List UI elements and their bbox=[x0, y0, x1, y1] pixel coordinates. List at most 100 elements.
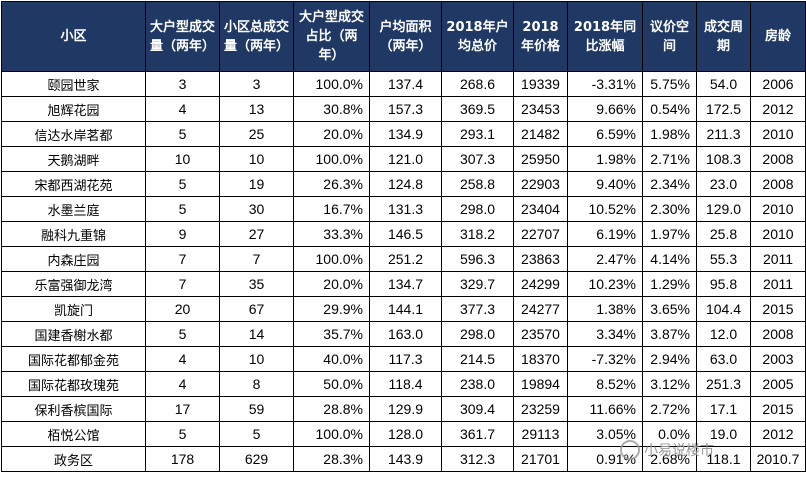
table-cell: 117.3 bbox=[369, 346, 442, 372]
table-cell: 238.0 bbox=[441, 371, 514, 397]
table-cell: 33.3% bbox=[293, 221, 370, 247]
table-cell: 23.0 bbox=[696, 171, 751, 197]
table-cell: 137.4 bbox=[369, 71, 442, 97]
table-cell: 9 bbox=[145, 221, 220, 247]
table-cell: 2.71% bbox=[642, 146, 697, 172]
table-row: 乐富强御龙湾 7 35 20.0% 134.7 329.7 24299 10.23% 1.29%… bbox=[1, 271, 806, 297]
header-large-unit-volume: 大户型成交量（两年） bbox=[145, 1, 220, 72]
table-cell: 2.94% bbox=[642, 346, 697, 372]
table-cell: 211.3 bbox=[696, 121, 751, 147]
table-cell: 5 bbox=[145, 321, 220, 347]
table-cell: 2.47% bbox=[567, 246, 643, 272]
table-cell: 16.7% bbox=[293, 196, 370, 222]
header-price: 2018年价格 bbox=[513, 1, 568, 72]
table-cell: 298.0 bbox=[441, 196, 514, 222]
table-cell: 0.0% bbox=[642, 421, 697, 447]
table-row: 国际花都郁金苑 4 10 40.0% 117.3 214.5 18370 -7.32% 2.94… bbox=[1, 346, 806, 372]
table-cell: 7 bbox=[219, 246, 294, 272]
table-cell: -3.31% bbox=[567, 71, 643, 97]
table-row: 政务区 178 629 28.3% 143.9 312.3 21701 0.91% 2.68% 1… bbox=[1, 446, 806, 472]
table-row: 信达水岸茗都 5 25 20.0% 134.9 293.1 21482 6.59% 1.98% 2… bbox=[1, 121, 806, 147]
table-cell: 11.66% bbox=[567, 396, 643, 422]
table-cell: 2012 bbox=[750, 421, 806, 447]
cell-community-name: 国建香榭水都 bbox=[1, 321, 146, 347]
table-row: 颐园世家 3 3 100.0% 137.4 268.6 19339 -3.31% 5.75% 54… bbox=[1, 71, 806, 97]
table-cell: 22903 bbox=[513, 171, 568, 197]
table-cell: 20.0% bbox=[293, 121, 370, 147]
table-row: 国际花都玫瑰苑 4 8 50.0% 118.4 238.0 19894 8.52% 3.12% 2… bbox=[1, 371, 806, 397]
header-total-volume: 小区总成交量（两年） bbox=[219, 1, 294, 72]
table-cell: 30.8% bbox=[293, 96, 370, 122]
table-cell: 0.91% bbox=[567, 446, 643, 472]
table-cell: 22707 bbox=[513, 221, 568, 247]
table-cell: 596.3 bbox=[441, 246, 514, 272]
table-cell: 20 bbox=[145, 296, 220, 322]
table-cell: 3.34% bbox=[567, 321, 643, 347]
table-cell: 6.59% bbox=[567, 121, 643, 147]
header-large-unit-share: 大户型成交占比（两年） bbox=[293, 1, 370, 72]
cell-community-name: 国际花都玫瑰苑 bbox=[1, 371, 146, 397]
table-row: 国建香榭水都 5 14 35.7% 163.0 298.0 23570 3.34% 3.87% 1… bbox=[1, 321, 806, 347]
community-data-table: 小区 大户型成交量（两年） 小区总成交量（两年） 大户型成交占比（两年） 户均面… bbox=[1, 1, 806, 472]
table-cell: 1.98% bbox=[642, 121, 697, 147]
table-cell: 2011 bbox=[750, 271, 806, 297]
table-cell: 35 bbox=[219, 271, 294, 297]
table-cell: 121.0 bbox=[369, 146, 442, 172]
table-row: 栢悦公馆 5 5 100.0% 128.0 361.7 29113 3.05% 0.0% 19.0… bbox=[1, 421, 806, 447]
table-cell: 4 bbox=[145, 346, 220, 372]
cell-community-name: 保利香槟国际 bbox=[1, 396, 146, 422]
table-cell: 14 bbox=[219, 321, 294, 347]
table-body: 颐园世家 3 3 100.0% 137.4 268.6 19339 -3.31% 5.75% 54… bbox=[1, 71, 806, 472]
table-cell: 3 bbox=[219, 71, 294, 97]
header-yoy-growth: 2018年同比涨幅 bbox=[567, 1, 643, 72]
table-cell: 19894 bbox=[513, 371, 568, 397]
table-cell: 10 bbox=[145, 146, 220, 172]
cell-community-name: 旭辉花园 bbox=[1, 96, 146, 122]
table-cell: 25950 bbox=[513, 146, 568, 172]
table-cell: 17 bbox=[145, 396, 220, 422]
table-cell: 100.0% bbox=[293, 421, 370, 447]
table-cell: 1.38% bbox=[567, 296, 643, 322]
table-cell: 268.6 bbox=[441, 71, 514, 97]
table-cell: 307.3 bbox=[441, 146, 514, 172]
table-cell: 4 bbox=[145, 96, 220, 122]
table-cell: 40.0% bbox=[293, 346, 370, 372]
table-cell: 4.14% bbox=[642, 246, 697, 272]
cell-community-name: 内森庄园 bbox=[1, 246, 146, 272]
table-row: 宋都西湖花苑 5 19 26.3% 124.8 258.8 22903 9.40% 2.34% 2… bbox=[1, 171, 806, 197]
table-cell: 1.97% bbox=[642, 221, 697, 247]
cell-community-name: 水墨兰庭 bbox=[1, 196, 146, 222]
table-row: 保利香槟国际 17 59 28.8% 129.9 309.4 23259 11.66% 2.72… bbox=[1, 396, 806, 422]
cell-community-name: 宋都西湖花苑 bbox=[1, 171, 146, 197]
table-cell: 8 bbox=[219, 371, 294, 397]
cell-community-name: 栢悦公馆 bbox=[1, 421, 146, 447]
table-row: 天鹅湖畔 10 10 100.0% 121.0 307.3 25950 1.98% 2.71% 1… bbox=[1, 146, 806, 172]
table-cell: 20.0% bbox=[293, 271, 370, 297]
table-row: 水墨兰庭 5 30 16.7% 131.3 298.0 23404 10.52% 2.30% 12… bbox=[1, 196, 806, 222]
table-cell: 26.3% bbox=[293, 171, 370, 197]
table-cell: 10.52% bbox=[567, 196, 643, 222]
table-row: 凯旋门 20 67 29.9% 144.1 377.3 24277 1.38% 3.65% 104… bbox=[1, 296, 806, 322]
table-cell: 2006 bbox=[750, 71, 806, 97]
table-cell: 2011 bbox=[750, 246, 806, 272]
table-cell: 54.0 bbox=[696, 71, 751, 97]
table-cell: 21482 bbox=[513, 121, 568, 147]
table-row: 旭辉花园 4 13 30.8% 157.3 369.5 23453 9.66% 0.54% 172… bbox=[1, 96, 806, 122]
table-row: 融科九重锦 9 27 33.3% 146.5 318.2 22707 6.19% 1.97% 25… bbox=[1, 221, 806, 247]
table-cell: 10 bbox=[219, 346, 294, 372]
table-cell: 2012 bbox=[750, 96, 806, 122]
table-cell: 108.3 bbox=[696, 146, 751, 172]
table-cell: 59 bbox=[219, 396, 294, 422]
table-cell: 19.0 bbox=[696, 421, 751, 447]
table-cell: 0.54% bbox=[642, 96, 697, 122]
table-cell: 2015 bbox=[750, 296, 806, 322]
table-cell: 24277 bbox=[513, 296, 568, 322]
cell-community-name: 天鹅湖畔 bbox=[1, 146, 146, 172]
table-cell: 118.1 bbox=[696, 446, 751, 472]
table-cell: 2010 bbox=[750, 121, 806, 147]
header-bargain-space: 议价空间 bbox=[642, 1, 697, 72]
table-cell: 29113 bbox=[513, 421, 568, 447]
table-cell: 3 bbox=[145, 71, 220, 97]
table-cell: 178 bbox=[145, 446, 220, 472]
table-cell: 8.52% bbox=[567, 371, 643, 397]
